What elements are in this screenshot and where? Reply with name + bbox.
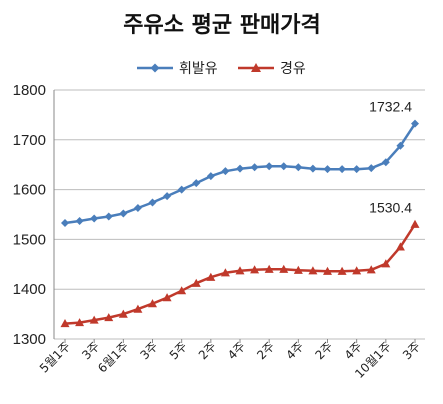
series-1-point bbox=[366, 265, 376, 274]
x-tick-label: 5주 bbox=[167, 339, 190, 362]
series-1-point bbox=[206, 272, 216, 281]
series-0-point bbox=[279, 162, 288, 171]
series-0-point bbox=[133, 204, 142, 213]
series-0-point bbox=[367, 164, 376, 173]
series-0-point bbox=[221, 167, 230, 176]
series-1-point bbox=[191, 278, 201, 287]
legend-marker-1 bbox=[251, 63, 261, 72]
y-tick-label: 1600 bbox=[13, 182, 46, 199]
series-0-point bbox=[236, 164, 244, 173]
series-0-point bbox=[381, 158, 390, 167]
x-tick-label: 2주 bbox=[313, 339, 336, 362]
series-1-point bbox=[89, 315, 99, 324]
y-axis: 1300 1400 1500 1600 1700 1800 bbox=[13, 82, 55, 348]
series-1-point bbox=[75, 318, 85, 327]
series-0-point bbox=[177, 185, 186, 194]
series-0-point bbox=[163, 192, 172, 201]
series-0-point bbox=[396, 141, 405, 150]
x-tick-label: 2주 bbox=[254, 339, 277, 362]
series-0-point bbox=[192, 179, 201, 188]
series-1-point bbox=[104, 313, 114, 322]
series-0-point bbox=[104, 212, 113, 221]
gridlines bbox=[54, 89, 425, 340]
series-1-point bbox=[293, 265, 303, 274]
series-0-point bbox=[352, 165, 361, 174]
y-tick-label: 1300 bbox=[13, 331, 46, 348]
legend: 휘발유 경유 bbox=[137, 61, 306, 77]
x-tick-label: 3주 bbox=[400, 339, 423, 362]
series-0-point bbox=[119, 209, 128, 218]
series-1-point bbox=[133, 304, 143, 313]
y-tick-label: 1700 bbox=[13, 132, 46, 149]
series-0-point bbox=[323, 165, 332, 174]
x-tick-label: 6월1주 bbox=[95, 339, 131, 375]
series-1-point bbox=[308, 266, 318, 275]
series-line-0 bbox=[64, 123, 417, 225]
series-1-point bbox=[323, 266, 332, 275]
series-1-point bbox=[352, 266, 362, 275]
y-tick-label: 1400 bbox=[13, 281, 46, 298]
x-tick-label: 4주 bbox=[283, 339, 306, 362]
chart-title: 주유소 평균 판매가격 bbox=[123, 13, 320, 38]
series-1-point bbox=[279, 264, 289, 273]
series-1-point bbox=[148, 299, 157, 308]
series-0-point bbox=[148, 198, 157, 207]
series-1-point bbox=[60, 319, 70, 328]
series-1-point bbox=[220, 268, 230, 277]
series-1-point bbox=[177, 286, 187, 295]
series-0-point bbox=[75, 216, 84, 225]
y-tick-label: 1500 bbox=[13, 231, 46, 248]
series-1-point bbox=[381, 259, 391, 268]
series-1-point bbox=[337, 266, 347, 275]
series-1-point bbox=[118, 309, 128, 318]
data-label: 1530.4 bbox=[369, 199, 412, 215]
series-0-point bbox=[338, 165, 347, 174]
series-1-point bbox=[250, 265, 260, 274]
series-1-point bbox=[410, 219, 420, 228]
y-tick-label: 1800 bbox=[13, 82, 46, 99]
series-1-point bbox=[264, 264, 274, 273]
annotations: 1732.4 1530.4 bbox=[369, 99, 412, 216]
data-label: 1732.4 bbox=[369, 99, 412, 115]
series-1-point bbox=[162, 293, 172, 302]
series-0-point bbox=[90, 214, 99, 223]
x-tick-label: 3주 bbox=[79, 339, 102, 362]
series-layer bbox=[60, 119, 420, 328]
series-0-point bbox=[250, 163, 259, 172]
series-0-point bbox=[411, 119, 419, 128]
series-0-point bbox=[61, 218, 69, 227]
series-1-point bbox=[235, 266, 245, 275]
series-0-point bbox=[308, 164, 317, 173]
series-1-point bbox=[395, 242, 405, 251]
series-0-point bbox=[265, 162, 274, 171]
series-0-point bbox=[294, 163, 303, 172]
series-0-point bbox=[206, 172, 215, 181]
legend-label-1: 경유 bbox=[280, 61, 306, 77]
x-tick-label: 3주 bbox=[138, 339, 161, 362]
legend-label-0: 휘발유 bbox=[179, 61, 218, 77]
legend-marker-0 bbox=[150, 63, 160, 73]
x-tick-label: 4주 bbox=[342, 339, 365, 362]
x-tick-label: 2주 bbox=[196, 339, 219, 362]
x-tick-label: 4주 bbox=[225, 339, 248, 362]
